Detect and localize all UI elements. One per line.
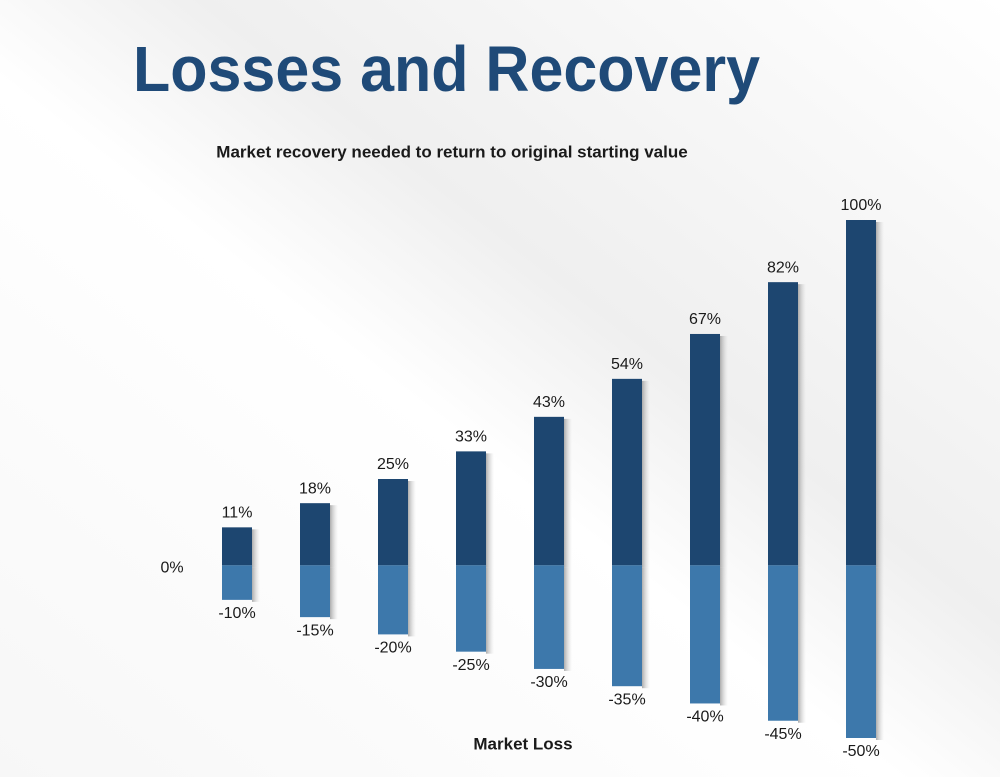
bar xyxy=(690,333,720,566)
value-label: 18% xyxy=(299,480,331,497)
value-label: -40% xyxy=(686,709,723,726)
value-label: -45% xyxy=(764,726,801,743)
bar-shadow xyxy=(252,567,260,602)
bar xyxy=(846,220,876,566)
bar-shadow xyxy=(408,481,416,568)
bar xyxy=(612,565,642,687)
bar xyxy=(378,565,408,635)
bar xyxy=(456,451,486,566)
value-label: 82% xyxy=(767,259,799,276)
bar xyxy=(300,565,330,618)
bar-shadow xyxy=(330,567,338,620)
bar-shadow xyxy=(486,453,494,568)
bar-shadow xyxy=(798,567,806,723)
bar-shadow xyxy=(720,335,728,568)
chart-subtitle: Market recovery needed to return to orig… xyxy=(216,142,687,161)
bar xyxy=(534,416,564,566)
x-axis-label: Market Loss xyxy=(473,734,572,753)
value-label: 25% xyxy=(377,456,409,473)
value-label: 11% xyxy=(222,505,253,522)
value-label: -15% xyxy=(296,622,333,639)
value-label: -25% xyxy=(452,657,489,674)
bar xyxy=(768,565,798,721)
value-label: -10% xyxy=(218,605,255,622)
bar-shadow xyxy=(564,418,572,568)
bar-shadow xyxy=(876,567,884,740)
bar xyxy=(222,565,252,600)
chart-title: Losses and Recovery xyxy=(133,33,760,105)
value-label: -35% xyxy=(608,691,645,708)
value-label: 54% xyxy=(611,356,643,373)
bar xyxy=(690,565,720,704)
bar-shadow xyxy=(486,567,494,654)
bar xyxy=(768,282,798,566)
bar xyxy=(612,378,642,566)
bar-shadow xyxy=(642,567,650,689)
y-tick-label: 0% xyxy=(160,560,183,577)
bar-shadow xyxy=(564,567,572,671)
bar xyxy=(534,565,564,669)
bar-shadow xyxy=(876,222,884,568)
value-label: -50% xyxy=(842,743,879,760)
bar-shadow xyxy=(798,284,806,568)
value-label: -30% xyxy=(530,674,567,691)
bar xyxy=(456,565,486,652)
bar-shadow xyxy=(408,567,416,637)
bar xyxy=(846,565,876,738)
value-label: 43% xyxy=(533,394,565,411)
bar-shadow xyxy=(642,380,650,568)
bar-shadow xyxy=(330,505,338,568)
bar-shadow xyxy=(252,529,260,568)
bar xyxy=(300,503,330,566)
value-label: 67% xyxy=(689,311,721,328)
value-label: -20% xyxy=(374,640,411,657)
bar xyxy=(378,479,408,566)
value-label: 33% xyxy=(455,429,487,446)
bar-shadow xyxy=(720,567,728,706)
bar xyxy=(222,527,252,566)
value-label: 100% xyxy=(841,197,882,214)
